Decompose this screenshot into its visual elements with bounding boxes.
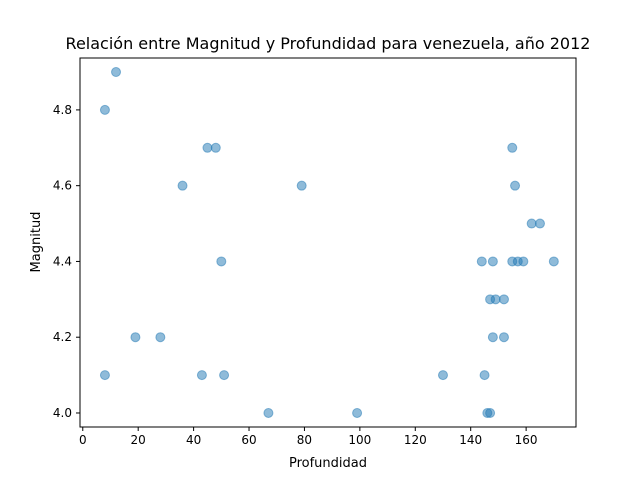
y-tick-label: 4.4	[53, 254, 72, 268]
points-layer	[99, 67, 559, 418]
data-point-12	[476, 256, 487, 267]
x-tick-label: 0	[79, 433, 87, 447]
data-point-26	[196, 370, 207, 381]
data-point-31	[352, 407, 363, 418]
plot-area	[80, 58, 576, 427]
x-tick-label: 140	[459, 433, 482, 447]
y-axis-label: Magnitud	[29, 212, 44, 273]
data-point-21	[130, 332, 141, 343]
data-point-25	[99, 370, 110, 381]
y-tick-label: 4.8	[53, 103, 72, 117]
data-point-22	[155, 332, 166, 343]
x-tick-label: 120	[404, 433, 427, 447]
plot-frame	[79, 57, 577, 428]
y-tick-label: 4.0	[53, 406, 72, 420]
data-point-33	[485, 407, 496, 418]
data-point-24	[498, 332, 509, 343]
data-point-4	[210, 142, 221, 153]
chart-title: Relación entre Magnitud y Profundidad pa…	[66, 34, 591, 53]
x-tick-label: 40	[186, 433, 201, 447]
data-point-8	[510, 180, 521, 191]
data-point-6	[177, 180, 188, 191]
data-point-29	[479, 370, 490, 381]
data-point-30	[263, 407, 274, 418]
data-point-2	[99, 104, 110, 115]
y-tick-label: 4.6	[53, 179, 72, 193]
data-point-9	[526, 218, 537, 229]
data-point-17	[548, 256, 559, 267]
x-axis-label: Profundidad	[289, 456, 367, 471]
x-tick-label: 160	[515, 433, 538, 447]
data-point-3	[202, 142, 213, 153]
data-point-27	[219, 370, 230, 381]
y-axis-ticks: 4.0 4.2 4.4 4.6 4.8	[53, 103, 80, 420]
data-point-7	[296, 180, 307, 191]
x-tick-label: 60	[241, 433, 256, 447]
data-point-23	[487, 332, 498, 343]
x-tick-label: 20	[131, 433, 146, 447]
data-point-10	[534, 218, 545, 229]
data-point-19	[490, 294, 501, 305]
x-tick-label: 80	[297, 433, 312, 447]
data-point-20	[498, 294, 509, 305]
y-tick-label: 4.2	[53, 330, 72, 344]
data-point-5	[507, 142, 518, 153]
data-point-28	[437, 370, 448, 381]
x-axis-ticks: 0 20 40 60 80 100 120 140 160	[79, 427, 538, 447]
data-point-13	[487, 256, 498, 267]
data-point-16	[518, 256, 529, 267]
data-point-1	[111, 67, 122, 78]
x-tick-label: 100	[348, 433, 371, 447]
data-point-11	[216, 256, 227, 267]
